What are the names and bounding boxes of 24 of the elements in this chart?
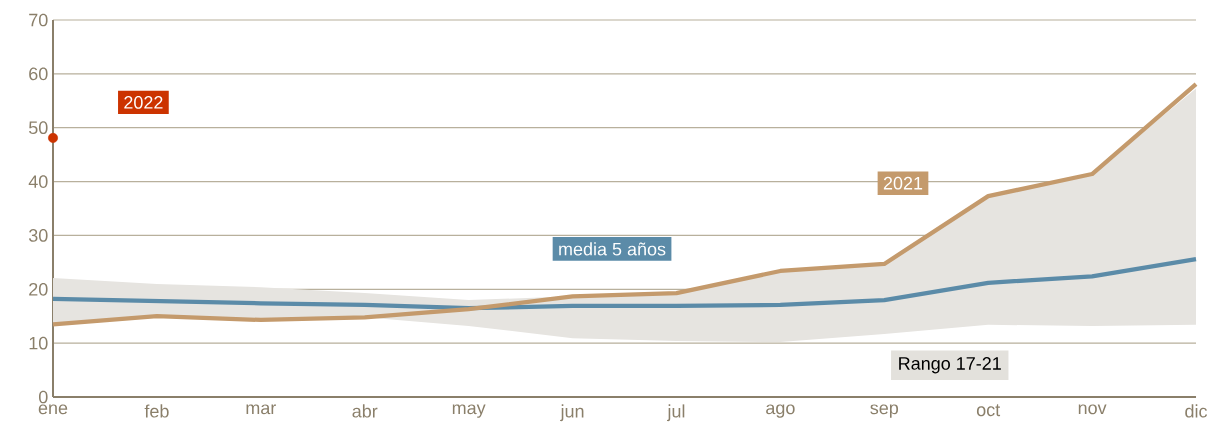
x-tick-label: dic	[1185, 404, 1208, 418]
x-tick-label: sep	[870, 404, 899, 418]
y-tick-label: 0	[38, 390, 48, 404]
y-tick-label: 40	[28, 175, 48, 188]
text: 2021	[883, 176, 923, 190]
text: 2022	[124, 96, 163, 109]
y-tick-label: 20	[29, 282, 48, 296]
y-tick-label: 50	[28, 121, 48, 135]
x-tick-label: nov	[1078, 404, 1107, 415]
y-tick-label: 10	[29, 336, 48, 350]
y-tick-label: 60	[29, 67, 48, 81]
x-tick-label: oct	[976, 404, 1001, 417]
x-tick-label: feb	[144, 404, 169, 418]
y-tick-label: 70	[29, 13, 48, 27]
x-tick-label: abr	[352, 404, 378, 418]
x-tick-label: may	[452, 404, 486, 418]
x-tick-label: jun	[560, 404, 584, 422]
annotation: Rango 17-21	[899, 357, 1001, 374]
x-tick-label: mar	[246, 404, 277, 415]
text: media 5 años	[559, 242, 666, 256]
x-tick-label: jul	[667, 404, 685, 422]
y-tick-label: 30	[28, 229, 48, 242]
x-tick-label: ago	[766, 404, 795, 418]
x-tick-label: ene	[38, 404, 68, 415]
